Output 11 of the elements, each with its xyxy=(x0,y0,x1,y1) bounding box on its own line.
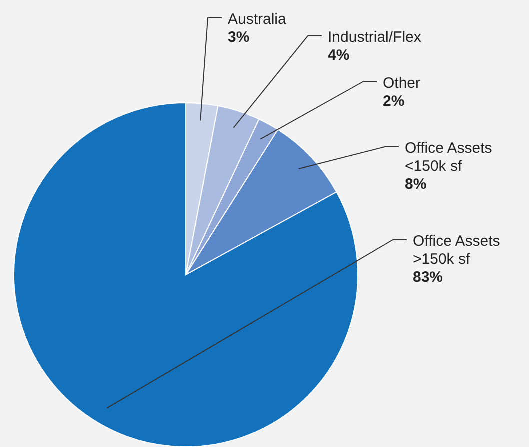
slice-label: Industrial/Flex xyxy=(328,29,422,46)
data-label: 83% xyxy=(413,269,444,286)
data-label: 2% xyxy=(383,93,405,110)
data-label: 8% xyxy=(405,176,427,193)
data-label: 3% xyxy=(228,29,250,46)
slice-label: Other xyxy=(383,75,421,92)
slice-label: Australia xyxy=(228,11,288,28)
slice-label: Office Assets <150k sf xyxy=(405,140,492,175)
pie-slice xyxy=(14,102,358,447)
data-label: 4% xyxy=(328,47,350,64)
slice-label: Office Assets >150k sf xyxy=(413,233,500,268)
